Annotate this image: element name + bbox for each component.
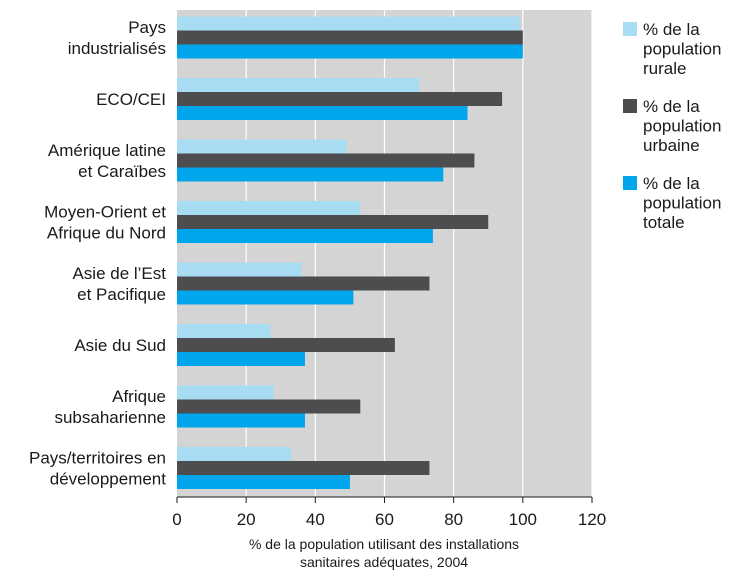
bar-rural-5 [177,324,271,338]
bar-rural-0 [177,16,520,31]
bar-urbaine-5 [177,338,395,352]
bar-totale-4 [177,290,354,305]
bar-rural-3 [177,201,361,215]
x-ticks: 0 20 40 60 80 100 120 [172,497,606,529]
legend-swatch-0 [623,22,637,36]
bar-totale-3 [177,229,433,243]
bar-rural-2 [177,139,347,154]
category-label-7: Pays/territoires en développement [29,449,166,489]
x-tick-label-40: 40 [306,510,325,529]
category-label-4: Asie de l’Est et Pacifique [72,264,166,304]
bar-rural-6 [177,385,274,400]
bar-totale-1 [177,106,468,120]
bar-rural-1 [177,78,420,92]
category-label-3: Moyen-Orient et Afrique du Nord [44,203,166,243]
category-label-1: ECO/CEI [96,90,166,109]
bar-urbaine-7 [177,461,430,475]
bar-urbaine-4 [177,276,430,291]
legend-swatch-2 [623,176,637,190]
legend-label-1: % de la population urbaine [643,97,721,155]
category-label-5: Asie du Sud [74,336,166,355]
x-tick-label-60: 60 [375,510,394,529]
bar-totale-7 [177,475,350,489]
legend-swatch-1 [623,99,637,113]
legend: % de la population rurale % de la population… [623,20,721,232]
x-tick-label-80: 80 [444,510,463,529]
x-axis-title-text: % de la population utilisant des install… [249,536,519,570]
bar-urbaine-2 [177,153,475,168]
bar-urbaine-1 [177,92,503,106]
category-label-0: Pays industrialisés [68,18,166,58]
bar-totale-0 [177,44,523,59]
bar-rural-4 [177,262,302,277]
bar-totale-6 [177,413,305,428]
category-labels: Pays industrialisés ECO/CEI Amérique latine… [29,18,166,489]
bars [177,16,523,489]
bar-urbaine-3 [177,215,489,229]
x-tick-label-20: 20 [237,510,256,529]
x-tick-label-100: 100 [509,510,537,529]
x-tick-label-0: 0 [172,510,181,529]
legend-label-0: % de la population rurale [643,20,721,78]
category-label-6: Afrique subsaharienne [54,387,166,427]
x-axis-title: % de la population utilisant des install… [249,536,519,570]
x-tick-label-120: 120 [578,510,606,529]
bar-totale-5 [177,352,305,366]
bar-rural-7 [177,447,292,461]
bar-urbaine-6 [177,399,361,414]
legend-label-2: % de la population totale [643,174,721,232]
category-label-2: Amérique latine et Caraïbes [48,141,166,181]
bar-totale-2 [177,167,444,182]
bar-urbaine-0 [177,30,523,45]
